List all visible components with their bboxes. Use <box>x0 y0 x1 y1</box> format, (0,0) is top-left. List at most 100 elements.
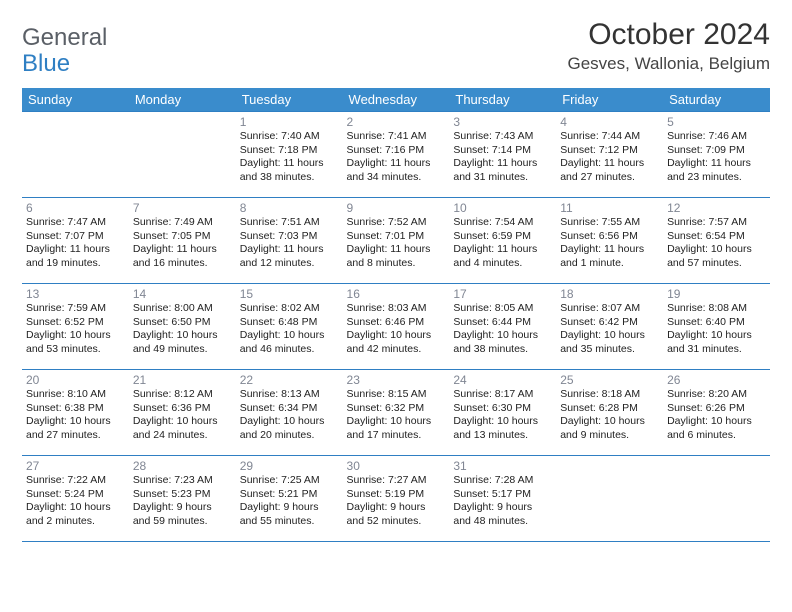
day-header: Thursday <box>449 88 556 112</box>
calendar-head: SundayMondayTuesdayWednesdayThursdayFrid… <box>22 88 770 112</box>
calendar-cell: 9Sunrise: 7:52 AMSunset: 7:01 PMDaylight… <box>343 198 450 284</box>
day-detail: Sunrise: 7:43 AMSunset: 7:14 PMDaylight:… <box>453 130 552 185</box>
day-number: 28 <box>133 459 232 473</box>
day-number: 9 <box>347 201 446 215</box>
day-detail: Sunrise: 7:28 AMSunset: 5:17 PMDaylight:… <box>453 474 552 529</box>
calendar-table: SundayMondayTuesdayWednesdayThursdayFrid… <box>22 88 770 542</box>
day-detail: Sunrise: 7:46 AMSunset: 7:09 PMDaylight:… <box>667 130 766 185</box>
day-detail: Sunrise: 8:12 AMSunset: 6:36 PMDaylight:… <box>133 388 232 443</box>
day-detail: Sunrise: 8:07 AMSunset: 6:42 PMDaylight:… <box>560 302 659 357</box>
day-number: 6 <box>26 201 125 215</box>
day-detail: Sunrise: 8:00 AMSunset: 6:50 PMDaylight:… <box>133 302 232 357</box>
calendar-cell: 26Sunrise: 8:20 AMSunset: 6:26 PMDayligh… <box>663 370 770 456</box>
calendar-cell: 1Sunrise: 7:40 AMSunset: 7:18 PMDaylight… <box>236 112 343 198</box>
day-number: 1 <box>240 115 339 129</box>
day-number: 8 <box>240 201 339 215</box>
day-header: Saturday <box>663 88 770 112</box>
calendar-cell: 7Sunrise: 7:49 AMSunset: 7:05 PMDaylight… <box>129 198 236 284</box>
day-number: 21 <box>133 373 232 387</box>
day-header: Sunday <box>22 88 129 112</box>
day-detail: Sunrise: 7:51 AMSunset: 7:03 PMDaylight:… <box>240 216 339 271</box>
day-number: 31 <box>453 459 552 473</box>
day-number: 29 <box>240 459 339 473</box>
calendar-cell: 11Sunrise: 7:55 AMSunset: 6:56 PMDayligh… <box>556 198 663 284</box>
day-number: 13 <box>26 287 125 301</box>
day-number: 26 <box>667 373 766 387</box>
calendar-cell: 13Sunrise: 7:59 AMSunset: 6:52 PMDayligh… <box>22 284 129 370</box>
day-detail: Sunrise: 8:18 AMSunset: 6:28 PMDaylight:… <box>560 388 659 443</box>
calendar-cell: 19Sunrise: 8:08 AMSunset: 6:40 PMDayligh… <box>663 284 770 370</box>
calendar-cell: 25Sunrise: 8:18 AMSunset: 6:28 PMDayligh… <box>556 370 663 456</box>
calendar-cell: 3Sunrise: 7:43 AMSunset: 7:14 PMDaylight… <box>449 112 556 198</box>
day-number: 25 <box>560 373 659 387</box>
header: General Blue October 2024 Gesves, Wallon… <box>22 18 770 78</box>
calendar-cell: 14Sunrise: 8:00 AMSunset: 6:50 PMDayligh… <box>129 284 236 370</box>
calendar-cell: 17Sunrise: 8:05 AMSunset: 6:44 PMDayligh… <box>449 284 556 370</box>
calendar-cell-empty <box>22 112 129 198</box>
day-number: 27 <box>26 459 125 473</box>
calendar-cell: 27Sunrise: 7:22 AMSunset: 5:24 PMDayligh… <box>22 456 129 542</box>
calendar-week: 6Sunrise: 7:47 AMSunset: 7:07 PMDaylight… <box>22 198 770 284</box>
day-detail: Sunrise: 7:25 AMSunset: 5:21 PMDaylight:… <box>240 474 339 529</box>
day-number: 7 <box>133 201 232 215</box>
day-detail: Sunrise: 8:15 AMSunset: 6:32 PMDaylight:… <box>347 388 446 443</box>
calendar-cell: 15Sunrise: 8:02 AMSunset: 6:48 PMDayligh… <box>236 284 343 370</box>
day-header: Monday <box>129 88 236 112</box>
day-detail: Sunrise: 8:17 AMSunset: 6:30 PMDaylight:… <box>453 388 552 443</box>
day-detail: Sunrise: 7:40 AMSunset: 7:18 PMDaylight:… <box>240 130 339 185</box>
logo-text-block: General Blue <box>22 26 109 78</box>
day-number: 24 <box>453 373 552 387</box>
brand-logo: General Blue <box>22 18 109 78</box>
day-number: 22 <box>240 373 339 387</box>
day-detail: Sunrise: 7:55 AMSunset: 6:56 PMDaylight:… <box>560 216 659 271</box>
calendar-cell: 12Sunrise: 7:57 AMSunset: 6:54 PMDayligh… <box>663 198 770 284</box>
day-detail: Sunrise: 7:57 AMSunset: 6:54 PMDaylight:… <box>667 216 766 271</box>
day-detail: Sunrise: 8:10 AMSunset: 6:38 PMDaylight:… <box>26 388 125 443</box>
calendar-body: 1Sunrise: 7:40 AMSunset: 7:18 PMDaylight… <box>22 112 770 542</box>
day-number: 2 <box>347 115 446 129</box>
day-detail: Sunrise: 8:03 AMSunset: 6:46 PMDaylight:… <box>347 302 446 357</box>
day-header-row: SundayMondayTuesdayWednesdayThursdayFrid… <box>22 88 770 112</box>
day-number: 18 <box>560 287 659 301</box>
day-detail: Sunrise: 7:41 AMSunset: 7:16 PMDaylight:… <box>347 130 446 185</box>
day-number: 23 <box>347 373 446 387</box>
calendar-week: 13Sunrise: 7:59 AMSunset: 6:52 PMDayligh… <box>22 284 770 370</box>
day-detail: Sunrise: 7:59 AMSunset: 6:52 PMDaylight:… <box>26 302 125 357</box>
calendar-cell: 31Sunrise: 7:28 AMSunset: 5:17 PMDayligh… <box>449 456 556 542</box>
calendar-cell: 24Sunrise: 8:17 AMSunset: 6:30 PMDayligh… <box>449 370 556 456</box>
month-title: October 2024 <box>567 18 770 52</box>
calendar-cell: 16Sunrise: 8:03 AMSunset: 6:46 PMDayligh… <box>343 284 450 370</box>
brand-part1: General <box>22 24 107 51</box>
calendar-cell: 8Sunrise: 7:51 AMSunset: 7:03 PMDaylight… <box>236 198 343 284</box>
calendar-week: 1Sunrise: 7:40 AMSunset: 7:18 PMDaylight… <box>22 112 770 198</box>
calendar-week: 20Sunrise: 8:10 AMSunset: 6:38 PMDayligh… <box>22 370 770 456</box>
day-header: Tuesday <box>236 88 343 112</box>
calendar-cell: 18Sunrise: 8:07 AMSunset: 6:42 PMDayligh… <box>556 284 663 370</box>
location-text: Gesves, Wallonia, Belgium <box>567 54 770 74</box>
calendar-cell: 6Sunrise: 7:47 AMSunset: 7:07 PMDaylight… <box>22 198 129 284</box>
calendar-cell: 22Sunrise: 8:13 AMSunset: 6:34 PMDayligh… <box>236 370 343 456</box>
calendar-cell: 20Sunrise: 8:10 AMSunset: 6:38 PMDayligh… <box>22 370 129 456</box>
day-detail: Sunrise: 7:44 AMSunset: 7:12 PMDaylight:… <box>560 130 659 185</box>
day-number: 4 <box>560 115 659 129</box>
day-detail: Sunrise: 8:02 AMSunset: 6:48 PMDaylight:… <box>240 302 339 357</box>
day-number: 19 <box>667 287 766 301</box>
day-detail: Sunrise: 8:20 AMSunset: 6:26 PMDaylight:… <box>667 388 766 443</box>
calendar-cell: 21Sunrise: 8:12 AMSunset: 6:36 PMDayligh… <box>129 370 236 456</box>
day-number: 15 <box>240 287 339 301</box>
day-header: Friday <box>556 88 663 112</box>
calendar-cell: 28Sunrise: 7:23 AMSunset: 5:23 PMDayligh… <box>129 456 236 542</box>
calendar-cell: 30Sunrise: 7:27 AMSunset: 5:19 PMDayligh… <box>343 456 450 542</box>
day-detail: Sunrise: 7:52 AMSunset: 7:01 PMDaylight:… <box>347 216 446 271</box>
day-number: 20 <box>26 373 125 387</box>
calendar-cell: 10Sunrise: 7:54 AMSunset: 6:59 PMDayligh… <box>449 198 556 284</box>
day-detail: Sunrise: 8:05 AMSunset: 6:44 PMDaylight:… <box>453 302 552 357</box>
day-number: 11 <box>560 201 659 215</box>
day-number: 17 <box>453 287 552 301</box>
day-number: 16 <box>347 287 446 301</box>
day-detail: Sunrise: 7:23 AMSunset: 5:23 PMDaylight:… <box>133 474 232 529</box>
title-block: October 2024 Gesves, Wallonia, Belgium <box>567 18 770 74</box>
calendar-cell-empty <box>556 456 663 542</box>
calendar-cell: 2Sunrise: 7:41 AMSunset: 7:16 PMDaylight… <box>343 112 450 198</box>
day-detail: Sunrise: 8:13 AMSunset: 6:34 PMDaylight:… <box>240 388 339 443</box>
